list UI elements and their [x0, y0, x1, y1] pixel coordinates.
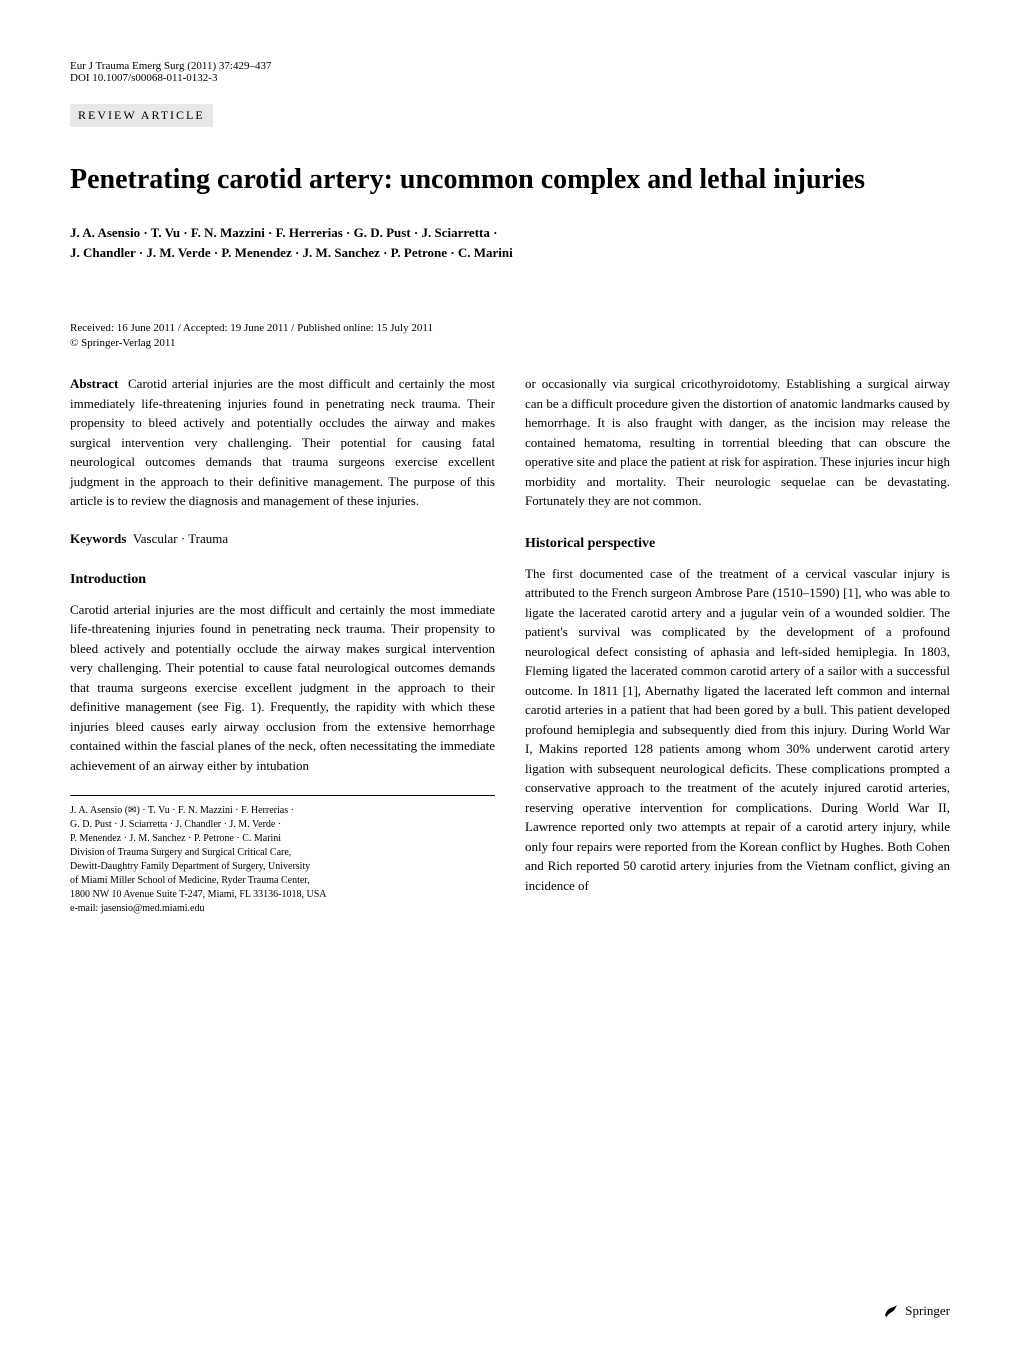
keywords-body: Vascular · Trauma — [133, 531, 228, 546]
authors-line-1: J. A. Asensio · T. Vu · F. N. Mazzini · … — [70, 223, 950, 243]
right-continuation-text: or occasionally via surgical cricothyroi… — [525, 374, 950, 511]
two-column-layout: Abstract Carotid arterial injuries are t… — [70, 374, 950, 916]
introduction-heading: Introduction — [70, 572, 495, 588]
abstract-paragraph: Abstract Carotid arterial injuries are t… — [70, 374, 495, 511]
publication-dates: Received: 16 June 2011 / Accepted: 19 Ju… — [70, 322, 950, 334]
header-row: Eur J Trauma Emerg Surg (2011) 37:429–43… — [70, 60, 950, 84]
right-column: or occasionally via surgical cricothyroi… — [525, 374, 950, 916]
footer-line-6: of Miami Miller School of Medicine, Ryde… — [70, 874, 495, 888]
footer-line-8: e-mail: jasensio@med.miami.edu — [70, 902, 495, 916]
article-type: REVIEW ARTICLE — [78, 108, 205, 122]
author-footer: J. A. Asensio (✉) · T. Vu · F. N. Mazzin… — [70, 795, 495, 916]
authors-block: J. A. Asensio · T. Vu · F. N. Mazzini · … — [70, 223, 950, 262]
doi: DOI 10.1007/s00068-011-0132-3 — [70, 72, 271, 84]
publisher-name: Springer — [905, 1303, 950, 1319]
authors-line-2: J. Chandler · J. M. Verde · P. Menendez … — [70, 243, 950, 263]
springer-horse-icon — [882, 1302, 900, 1320]
left-column: Abstract Carotid arterial injuries are t… — [70, 374, 495, 916]
footer-line-1: J. A. Asensio (✉) · T. Vu · F. N. Mazzin… — [70, 804, 495, 818]
footer-line-3: P. Menendez · J. M. Sanchez · P. Petrone… — [70, 832, 495, 846]
abstract-label: Abstract — [70, 376, 118, 391]
historical-text: The first documented case of the treatme… — [525, 564, 950, 896]
abstract-body: Carotid arterial injuries are the most d… — [70, 376, 495, 508]
introduction-text: Carotid arterial injuries are the most d… — [70, 600, 495, 776]
footer-line-5: Dewitt-Daughtry Family Department of Sur… — [70, 860, 495, 874]
footer-line-2: G. D. Pust · J. Sciarretta · J. Chandler… — [70, 818, 495, 832]
journal-line: Eur J Trauma Emerg Surg (2011) 37:429–43… — [70, 60, 271, 72]
historical-heading: Historical perspective — [525, 536, 950, 552]
keywords-paragraph: Keywords Vascular · Trauma — [70, 531, 495, 547]
footer-line-4: Division of Trauma Surgery and Surgical … — [70, 846, 495, 860]
copyright: © Springer-Verlag 2011 — [70, 337, 950, 349]
publisher-logo: Springer — [882, 1302, 950, 1320]
journal-info: Eur J Trauma Emerg Surg (2011) 37:429–43… — [70, 60, 271, 84]
article-type-box: REVIEW ARTICLE — [70, 104, 213, 127]
article-title: Penetrating carotid artery: uncommon com… — [70, 162, 950, 198]
keywords-label: Keywords — [70, 531, 126, 546]
footer-line-7: 1800 NW 10 Avenue Suite T-247, Miami, FL… — [70, 888, 495, 902]
